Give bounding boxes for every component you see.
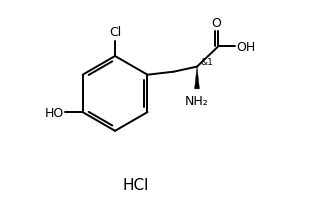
Text: &1: &1	[201, 57, 214, 66]
Text: HCl: HCl	[122, 177, 148, 192]
Text: Cl: Cl	[109, 26, 121, 39]
Text: O: O	[212, 17, 221, 30]
Text: HO: HO	[45, 106, 64, 119]
Text: OH: OH	[236, 41, 256, 54]
Text: NH₂: NH₂	[185, 94, 209, 107]
Polygon shape	[195, 67, 199, 89]
